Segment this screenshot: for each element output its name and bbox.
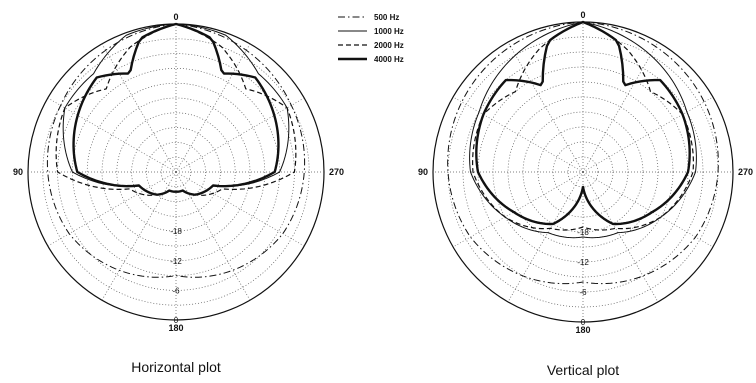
grid-spoke xyxy=(101,43,177,173)
radial-tick-label: -12 xyxy=(170,257,182,266)
grid-spoke xyxy=(582,171,659,303)
series-4000-hz-curve xyxy=(72,22,280,196)
radial-tick-label: -18 xyxy=(170,227,182,236)
radial-tick-label: 0 xyxy=(174,316,179,325)
grid-spoke xyxy=(582,96,714,173)
radial-tick-label: 0 xyxy=(581,318,586,327)
angle-label-0: 0 xyxy=(580,10,585,20)
legend-label-2000-hz: 2000 Hz xyxy=(374,41,404,50)
radial-tick-label: -6 xyxy=(579,288,587,297)
grid-spoke xyxy=(452,171,584,248)
grid-ring xyxy=(131,127,221,217)
grid-spoke xyxy=(175,97,305,173)
grid-spoke xyxy=(582,171,714,248)
radial-tick-label: -12 xyxy=(577,258,589,267)
vertical-plot-title: Vertical plot xyxy=(547,362,619,378)
angle-label-90: 90 xyxy=(13,167,23,177)
legend: 500 Hz 1000 Hz 2000 Hz 4000 Hz xyxy=(338,13,404,64)
grid-spoke xyxy=(507,171,584,303)
legend-label-4000-hz: 4000 Hz xyxy=(374,55,404,64)
grid-ring xyxy=(160,156,192,188)
grid-spoke xyxy=(507,41,584,173)
series-1000-hz-curve xyxy=(469,21,697,239)
grid-ring xyxy=(86,82,266,262)
grid-spoke xyxy=(175,43,251,173)
grid-ring xyxy=(101,97,251,247)
grid-spoke xyxy=(101,171,177,301)
grid-spoke xyxy=(175,171,251,301)
grid-ring xyxy=(42,38,310,306)
angle-label-270: 270 xyxy=(329,167,344,177)
legend-label-500-hz: 500 Hz xyxy=(374,13,399,22)
angle-label-180: 180 xyxy=(168,323,183,333)
series-500-hz-curve xyxy=(447,21,719,285)
grid-spoke xyxy=(175,171,305,247)
grid-spoke xyxy=(582,41,659,173)
grid-spoke xyxy=(47,171,177,247)
series-4000-hz-curve xyxy=(475,20,691,226)
grid-spoke xyxy=(47,97,177,173)
series-2000-hz-curve xyxy=(55,23,297,196)
radial-tick-label: -6 xyxy=(172,286,180,295)
angle-label-270: 270 xyxy=(738,167,753,177)
grid-ring xyxy=(146,142,206,202)
horizontal-plot-title: Horizontal plot xyxy=(131,359,221,375)
radial-tick-label: -18 xyxy=(577,228,589,237)
series-1000-hz-curve xyxy=(62,23,290,196)
grid-spoke xyxy=(452,96,584,173)
angle-label-90: 90 xyxy=(418,167,428,177)
angle-label-0: 0 xyxy=(173,12,178,22)
series-500-hz-curve xyxy=(46,23,306,278)
legend-label-1000-hz: 1000 Hz xyxy=(374,27,404,36)
angle-label-180: 180 xyxy=(575,325,590,335)
